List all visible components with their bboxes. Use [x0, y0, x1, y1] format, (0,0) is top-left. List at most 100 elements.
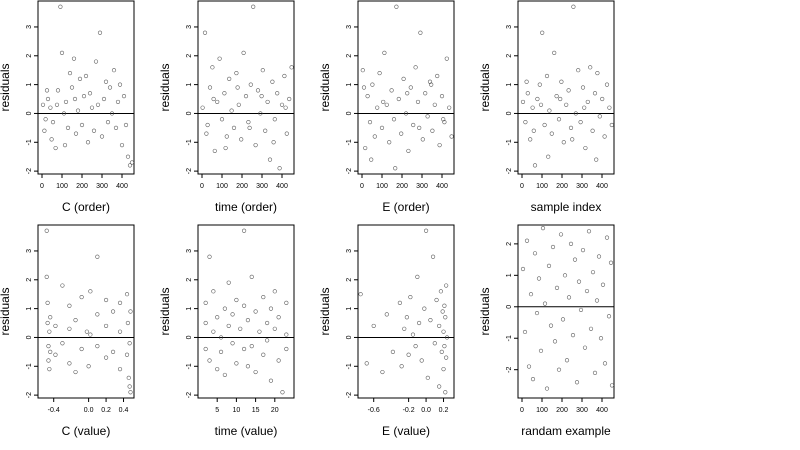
data-point — [443, 315, 448, 320]
data-point — [247, 125, 252, 130]
data-point — [588, 65, 593, 70]
plot-frame — [197, 224, 295, 399]
data-point — [275, 91, 280, 96]
data-point — [75, 108, 81, 113]
data-point — [50, 119, 56, 125]
data-point — [554, 94, 559, 99]
data-point — [203, 320, 208, 326]
data-point — [582, 105, 587, 110]
y-tick-label: 2 — [26, 54, 33, 58]
data-point — [536, 276, 542, 281]
data-point — [105, 119, 111, 125]
x-tick-label: 0.2 — [439, 407, 449, 414]
data-point — [85, 140, 91, 145]
x-tick-label: 20 — [271, 407, 279, 414]
data-point — [231, 125, 237, 130]
data-point — [88, 332, 93, 337]
data-point — [520, 266, 526, 272]
y-tick-label: 0 — [26, 335, 33, 339]
y-tick-label: -2 — [346, 168, 353, 174]
data-point — [272, 117, 277, 122]
y-tick-label: 0 — [346, 111, 353, 115]
data-point — [128, 390, 133, 395]
data-point — [602, 134, 607, 139]
data-point — [86, 364, 91, 369]
scatter-panel-6: 5 10 15 20 -2 -1 0 1 2 3 time (value) residuals — [158, 224, 295, 438]
data-point — [592, 91, 598, 96]
data-point — [583, 145, 588, 151]
data-point — [434, 297, 439, 303]
data-point — [45, 96, 51, 102]
data-point — [547, 108, 552, 113]
data-point — [222, 306, 227, 311]
data-point — [128, 309, 133, 314]
data-point — [218, 335, 224, 340]
y-tick-label: -1 — [186, 139, 193, 145]
data-point — [125, 154, 131, 159]
y-tick-label: 3 — [186, 25, 193, 29]
y-axis-title: residuals — [158, 287, 172, 335]
data-point — [107, 85, 113, 90]
data-point — [44, 274, 49, 280]
data-point — [127, 384, 132, 389]
data-point — [276, 358, 281, 363]
data-point — [95, 312, 100, 317]
data-point — [207, 85, 213, 90]
data-point — [444, 355, 449, 360]
data-point — [203, 346, 208, 352]
data-point — [101, 96, 107, 102]
data-point — [255, 88, 261, 93]
data-point — [241, 303, 247, 308]
data-point — [372, 134, 377, 139]
data-point — [117, 82, 123, 87]
data-point — [124, 292, 130, 297]
data-point — [121, 94, 127, 99]
data-point — [442, 344, 447, 349]
data-point — [572, 257, 578, 262]
x-tick-label: 0 — [360, 183, 364, 190]
data-point — [596, 254, 602, 259]
data-point — [46, 344, 51, 349]
x-tick-label: 100 — [536, 183, 548, 190]
data-point — [573, 111, 578, 116]
y-tick-label: 1 — [186, 83, 193, 87]
data-point — [546, 263, 552, 268]
x-tick-label: 300 — [576, 407, 588, 414]
data-point — [550, 244, 556, 250]
data-point — [272, 289, 277, 294]
y-tick-label: 2 — [186, 54, 193, 58]
data-point — [542, 301, 548, 306]
data-point — [609, 122, 614, 128]
data-point — [84, 329, 89, 334]
data-point — [582, 345, 588, 350]
data-point — [437, 384, 442, 389]
y-tick-label: 1 — [346, 83, 353, 87]
data-point — [422, 306, 427, 311]
y-tick-label: 2 — [346, 278, 353, 282]
x-tick-label: 200 — [396, 183, 408, 190]
data-point — [60, 283, 65, 288]
data-point — [226, 280, 231, 285]
x-tick-label: 100 — [376, 183, 388, 190]
y-tick-label: -2 — [346, 392, 353, 398]
data-point — [380, 369, 385, 375]
data-point — [413, 65, 418, 70]
y-tick-label: -1 — [506, 335, 513, 341]
data-point — [561, 140, 566, 145]
data-point — [47, 329, 52, 334]
data-point — [284, 332, 289, 337]
data-point — [224, 134, 229, 139]
data-point — [571, 4, 576, 9]
x-axis-title: E (order) — [382, 200, 429, 214]
data-point — [600, 96, 605, 102]
data-point — [558, 96, 563, 102]
data-point — [358, 292, 363, 297]
data-point — [418, 30, 423, 35]
x-tick-label: 100 — [216, 183, 228, 190]
data-point — [127, 341, 132, 346]
data-point — [268, 306, 274, 311]
y-tick-label: 1 — [506, 83, 513, 87]
data-point — [444, 283, 449, 288]
y-axis-title: residuals — [478, 63, 492, 111]
data-point — [229, 108, 234, 113]
